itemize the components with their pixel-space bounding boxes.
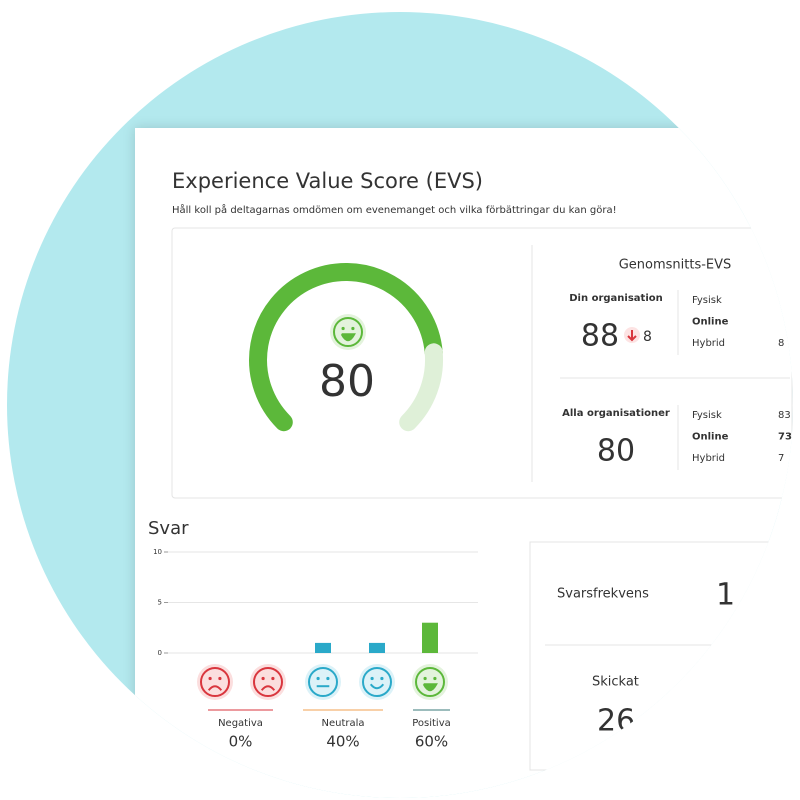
group-label: Positiva (412, 718, 451, 729)
eye (433, 676, 437, 681)
row-value: 83 (778, 410, 791, 421)
stat-label: Skickat (592, 675, 639, 690)
bar (315, 642, 331, 653)
face-bg (412, 664, 448, 700)
all-value: 80 (597, 434, 635, 469)
eye (218, 676, 222, 681)
gauge-track (399, 343, 444, 432)
mouth (422, 683, 438, 692)
face (200, 667, 230, 697)
eye (341, 326, 345, 331)
stats-card (529, 541, 793, 771)
y-tick-label: 0 (158, 649, 162, 657)
eye (351, 326, 355, 331)
all-label: Alla organisationer (562, 408, 670, 419)
face-bg (197, 664, 233, 700)
face (333, 317, 363, 347)
eye (208, 676, 212, 681)
average-title: Genomsnitts-EVS (619, 258, 732, 273)
row-label: Hybrid (692, 453, 725, 464)
row-label: Online (692, 432, 729, 443)
face-bg (250, 664, 286, 700)
eye (271, 676, 275, 681)
row-value: 8 (778, 338, 784, 349)
mouth (369, 683, 385, 690)
face (308, 667, 338, 697)
group-percent: 0% (229, 733, 253, 751)
mouth (260, 685, 276, 691)
face-bg (330, 314, 366, 350)
eye (261, 676, 265, 681)
eye (316, 676, 320, 681)
stat-value: 26 (597, 704, 635, 739)
eye (370, 676, 374, 681)
page-subtitle: Håll koll på deltagarnas omdömen om even… (172, 203, 617, 216)
y-tick-label: 10 (153, 548, 162, 556)
gauge-fill (249, 262, 443, 432)
row-label: Online (692, 317, 729, 328)
eye (326, 676, 330, 681)
face (362, 667, 392, 697)
y-tick-label: 5 (158, 599, 162, 607)
face (415, 667, 445, 697)
eye (380, 676, 384, 681)
eye (423, 676, 427, 681)
group-percent: 40% (326, 733, 359, 751)
own-value: 88 (581, 319, 619, 354)
row-value: 73 (778, 432, 792, 443)
face (253, 667, 283, 697)
row-label: Fysisk (692, 410, 722, 421)
chart-title: Svar (148, 518, 189, 539)
page-title: Experience Value Score (EVS) (172, 169, 483, 193)
mouth (340, 333, 356, 342)
bar (422, 622, 438, 653)
down-arrow (627, 330, 637, 342)
face-bg (305, 664, 341, 700)
gauge-icon (330, 314, 366, 350)
own-change: 8 (643, 329, 652, 345)
own-label: Din organisation (569, 293, 662, 304)
group-label: Negativa (218, 718, 263, 729)
group-percent: 60% (415, 733, 448, 751)
face-bg (359, 664, 395, 700)
row-label: Fysisk (692, 295, 722, 306)
row-value: 7 (778, 453, 784, 464)
mouth (207, 685, 223, 691)
bar (369, 642, 385, 653)
group-label: Neutrala (321, 718, 364, 729)
stat-value: 1 (716, 578, 735, 613)
gauge-value: 80 (319, 356, 375, 407)
row-label: Hybrid (692, 338, 725, 349)
stat-label: Svarsfrekvens (557, 587, 649, 602)
